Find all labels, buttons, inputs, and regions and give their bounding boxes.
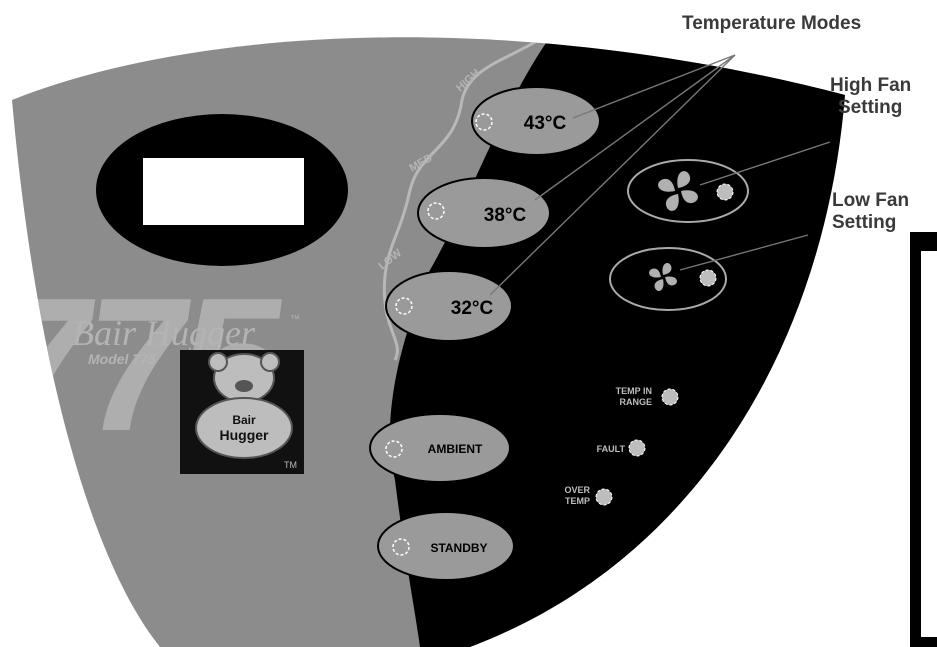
brand-name: Bair Hugger — [72, 313, 256, 353]
over-temp-label-line1: OVER — [564, 485, 590, 495]
low-fan-callout: Low Fan Setting — [832, 190, 937, 234]
high-fan-indicator-light — [716, 183, 734, 201]
temp-low-label: 32°C — [451, 298, 494, 319]
over-temp-indicator: OVER TEMP — [564, 485, 613, 506]
low-fan-label-line2: Setting — [832, 212, 897, 233]
fault-label: FAULT — [597, 444, 626, 454]
temp-in-range-label-line2: RANGE — [619, 397, 652, 407]
over-temp-label-line2: TEMP — [565, 496, 590, 506]
low-fan-label-line1: Low Fan — [832, 190, 910, 211]
temp-low-indicator-light — [395, 297, 413, 315]
temp-med-label: 38°C — [484, 205, 527, 226]
temperature-modes-callout: Temperature Modes — [682, 13, 922, 35]
low-fan-button[interactable] — [609, 247, 727, 311]
high-fan-button[interactable] — [627, 159, 749, 223]
brand-trademark: ™ — [290, 314, 300, 325]
temp-high-label: 43°C — [524, 113, 567, 134]
ambient-button[interactable]: AMBIENT — [369, 413, 511, 483]
temp-in-range-label-line1: TEMP IN — [616, 386, 652, 396]
temp-low-button[interactable]: 32°C — [385, 270, 513, 342]
bear-text-line1: Bair — [232, 413, 256, 427]
ambient-label: AMBIENT — [428, 442, 483, 456]
high-fan-label-line2: Setting — [838, 97, 903, 118]
temp-med-button[interactable]: 38°C — [417, 177, 551, 249]
high-fan-callout: High Fan Setting — [830, 75, 937, 119]
high-fan-icon — [658, 171, 698, 211]
low-fan-indicator-light — [699, 269, 717, 287]
fault-indicator: FAULT — [597, 439, 646, 457]
temp-high-indicator-light — [475, 113, 493, 131]
standby-indicator-light — [392, 538, 410, 556]
temp-high-button[interactable]: 43°C — [471, 86, 601, 156]
over-temp-light — [595, 488, 613, 506]
bear-logo: Bair Hugger TM — [180, 350, 304, 474]
low-fan-icon — [649, 263, 677, 291]
temp-in-range-light — [661, 388, 679, 406]
high-fan-label-line1: High Fan — [830, 75, 912, 96]
callout-lines — [489, 54, 831, 296]
bear-text-line2: Hugger — [220, 427, 270, 443]
fault-light — [628, 439, 646, 457]
standby-label: STANDBY — [430, 541, 487, 555]
temp-in-range-indicator: TEMP IN RANGE — [616, 386, 679, 407]
standby-button[interactable]: STANDBY — [377, 511, 515, 581]
temp-med-indicator-light — [427, 202, 445, 220]
bear-trademark: TM — [284, 460, 297, 470]
page-frame-inner — [921, 251, 937, 637]
ambient-indicator-light — [385, 440, 403, 458]
temperature-modes-label: Temperature Modes — [682, 13, 862, 34]
model-label: Model 775 — [88, 351, 156, 367]
lcd-display — [143, 158, 304, 225]
